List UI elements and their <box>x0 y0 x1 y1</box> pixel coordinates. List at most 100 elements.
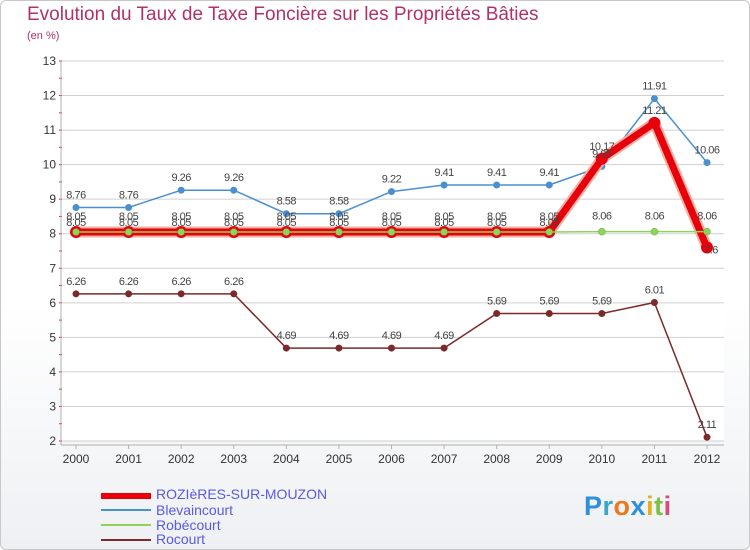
data-label: 4.69 <box>382 330 402 342</box>
data-point <box>388 188 395 196</box>
data-label: 8.05 <box>487 211 507 223</box>
data-point <box>282 210 290 218</box>
data-label: 8.05 <box>119 211 139 223</box>
logo-letter: o <box>613 491 631 521</box>
data-label: 5.69 <box>592 296 612 308</box>
data-label: 9.95 <box>592 148 612 160</box>
data-point <box>335 228 343 236</box>
data-label: 9.22 <box>382 174 402 186</box>
data-label: 9.26 <box>224 172 244 184</box>
legend-label-rocourt: Rocourt <box>156 531 206 547</box>
data-point <box>650 227 659 236</box>
x-tick-label: 2004 <box>273 452 300 466</box>
data-label: 8.05 <box>382 217 402 229</box>
data-label: 8.06 <box>697 211 717 223</box>
chart-title: Evolution du Taux de Taxe Foncière sur l… <box>27 4 539 25</box>
data-label: 4.69 <box>329 330 349 342</box>
data-point <box>230 290 238 298</box>
data-label: 8.05 <box>277 211 297 223</box>
x-tick-label: 2000 <box>63 452 90 466</box>
logo-letter: t <box>654 491 664 521</box>
data-point <box>125 203 133 211</box>
data-point <box>440 344 448 352</box>
data-point <box>545 228 553 236</box>
data-label: 8.05 <box>119 217 139 229</box>
data-point <box>125 290 133 298</box>
x-tick-label: 2006 <box>378 452 405 466</box>
data-label: 8.05 <box>329 211 349 223</box>
y-tick-label: 5 <box>49 330 56 344</box>
y-tick-label: 2 <box>49 434 56 448</box>
legend-swatch-rocourt <box>101 539 151 541</box>
y-tick-label: 10 <box>43 158 57 172</box>
data-point <box>703 433 711 441</box>
data-label: 8.05 <box>277 217 297 229</box>
data-point <box>545 181 553 189</box>
data-label: 8.05 <box>382 211 402 223</box>
data-point <box>545 310 553 318</box>
data-label: 9.26 <box>171 172 191 184</box>
data-label: 8.76 <box>119 189 139 201</box>
data-point <box>703 227 711 236</box>
data-label: 8.76 <box>66 189 86 201</box>
data-label: 7.6 <box>704 245 718 257</box>
data-label: 10.17 <box>589 141 614 153</box>
legend-swatch-robecourt <box>101 524 151 526</box>
data-point <box>493 181 501 189</box>
data-label: 8.58 <box>329 196 349 208</box>
legend-label-blevaincourt: Blevaincourt <box>156 502 234 518</box>
x-tick-label: 2003 <box>220 452 247 466</box>
data-point <box>650 298 658 306</box>
data-label: 8.05 <box>434 217 454 229</box>
data-label: 9.41 <box>487 167 507 179</box>
data-label: 4.69 <box>277 330 297 342</box>
x-tick-label: 2007 <box>431 452 458 466</box>
chart-subtitle: (en %) <box>27 30 60 42</box>
data-label: 8.05 <box>329 217 349 229</box>
data-point <box>598 310 606 318</box>
legend-label-robecourt: Robécourt <box>156 517 221 533</box>
data-label: 8.05 <box>434 211 454 223</box>
data-point <box>701 241 713 254</box>
data-label: 2.11 <box>698 419 717 431</box>
data-point <box>230 228 238 236</box>
data-label: 4.69 <box>434 330 454 342</box>
logo-letter: P <box>584 491 603 521</box>
x-tick-label: 2005 <box>326 452 353 466</box>
x-tick-label: 2011 <box>642 452 668 466</box>
legend-swatch-rozieres <box>101 493 151 499</box>
x-tick-label: 2008 <box>483 452 510 466</box>
y-tick-label: 12 <box>43 89 57 103</box>
data-point <box>598 227 606 236</box>
data-label: 9.41 <box>434 167 454 179</box>
data-label: 8.06 <box>645 211 665 223</box>
data-label: 8.05 <box>540 217 560 229</box>
y-tick-label: 11 <box>44 123 57 137</box>
data-point <box>72 290 80 298</box>
data-point <box>703 159 711 167</box>
data-point <box>492 228 501 236</box>
logo-letter: i <box>663 491 672 521</box>
data-label: 8.05 <box>540 211 560 223</box>
data-point <box>493 310 501 318</box>
data-label: 10.06 <box>694 145 719 157</box>
y-tick-label: 8 <box>49 227 56 241</box>
data-point <box>124 228 133 236</box>
data-point <box>282 344 290 352</box>
proxiti-logo: Proxiti <box>584 491 672 522</box>
data-point <box>335 344 343 352</box>
data-label: 6.26 <box>171 276 191 288</box>
logo-letter: i <box>646 491 655 521</box>
x-tick-label: 2002 <box>168 452 195 466</box>
data-label: 8.05 <box>171 211 191 223</box>
data-point <box>387 228 396 236</box>
data-label: 8.05 <box>487 217 507 229</box>
data-label: 6.01 <box>645 284 665 296</box>
plot-area <box>61 61 724 441</box>
data-point <box>230 186 238 194</box>
data-point <box>388 344 395 352</box>
data-label: 8.06 <box>592 211 612 223</box>
data-point <box>72 203 80 211</box>
